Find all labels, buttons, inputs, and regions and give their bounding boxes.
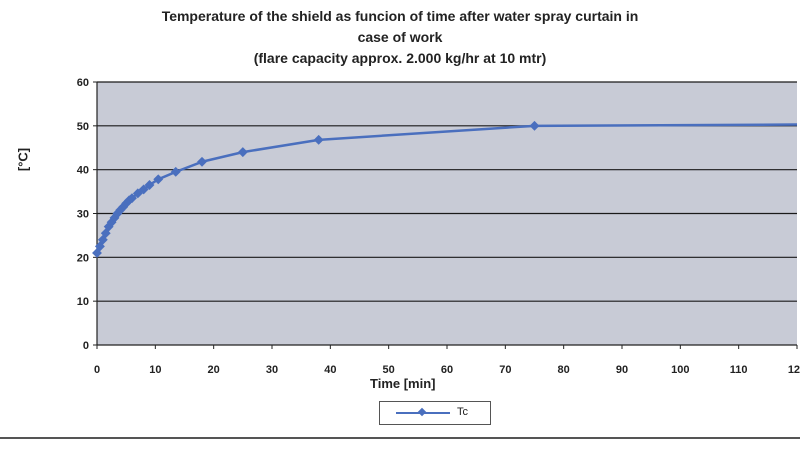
data-point-tc-21 (529, 120, 540, 131)
x-tick-label-30: 30 (266, 364, 278, 376)
chart-title-line-3: (flare capacity approx. 2.000 kg/hr at 1… (253, 50, 547, 66)
data-point-tc-18 (197, 156, 207, 167)
y-tick-label-60: 60 (77, 77, 89, 89)
x-tick-label-0: 0 (94, 364, 100, 376)
y-tick-label-0: 0 (83, 340, 89, 352)
x-tick-label-100: 100 (671, 364, 689, 376)
x-tick-label-20: 20 (208, 364, 220, 376)
x-tick-label-110: 110 (730, 364, 748, 376)
data-point-tc-17 (170, 166, 181, 177)
data-point-tc-12 (127, 193, 137, 204)
x-axis-label: Time [min] (370, 376, 436, 391)
x-tick-label-70: 70 (499, 364, 511, 376)
data-point-tc-20 (313, 134, 324, 145)
data-point-tc-16 (153, 174, 164, 185)
x-tick-label-90: 90 (616, 364, 628, 376)
y-tick-label-30: 30 (77, 209, 89, 221)
x-tick-label-120: 120 (788, 364, 800, 376)
data-point-tc-15 (144, 180, 155, 190)
x-tick-label-60: 60 (441, 364, 453, 376)
y-tick-label-50: 50 (77, 121, 89, 133)
chart-title-line-1: Temperature of the shield as funcion of … (161, 8, 639, 24)
y-axis-label: [°C] (15, 147, 31, 172)
x-tick-label-40: 40 (324, 364, 336, 376)
y-tick-label-40: 40 (77, 165, 89, 177)
x-tick-label-50: 50 (383, 364, 395, 376)
x-tick-label-80: 80 (558, 364, 570, 376)
legend-swatch (396, 407, 450, 417)
legend: Tc (379, 401, 491, 425)
chart-title-line-2: case of work (357, 29, 443, 45)
y-tick-label-20: 20 (77, 252, 89, 264)
data-point-tc-19 (237, 147, 248, 158)
legend-entry-tc: Tc (457, 406, 468, 418)
y-tick-label-10: 10 (77, 296, 89, 308)
data-point-tc-14 (138, 184, 149, 195)
x-tick-label-10: 10 (149, 364, 161, 376)
bottom-divider (0, 437, 800, 439)
